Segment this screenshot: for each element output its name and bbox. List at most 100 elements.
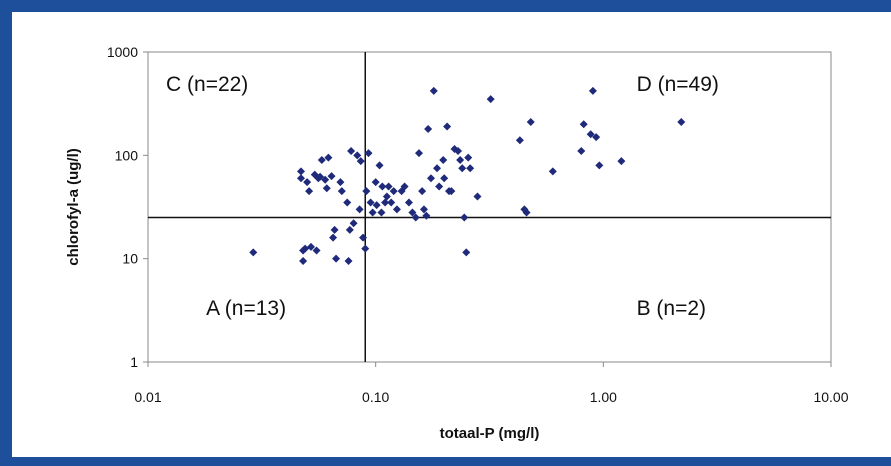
data-point <box>382 192 391 201</box>
data-point <box>381 198 390 207</box>
quadrant-labels: C (n=22) D (n=49) A (n=13) B (n=2) <box>166 73 719 320</box>
data-point <box>617 157 626 166</box>
quadrant-label-B: B (n=2) <box>637 297 706 320</box>
data-point <box>464 153 473 162</box>
data-point <box>389 187 398 196</box>
data-point <box>447 187 456 196</box>
data-point <box>426 174 435 183</box>
data-point <box>375 161 384 170</box>
data-point <box>586 130 595 139</box>
data-point <box>307 242 316 251</box>
data-point <box>305 187 314 196</box>
data-point <box>387 198 396 207</box>
data-point <box>454 147 463 156</box>
y-axis-title: chlorofyl-a (ug/l) <box>65 148 82 266</box>
data-point <box>577 147 586 156</box>
quadrant-label-D: D (n=49) <box>637 73 719 96</box>
data-point <box>301 244 310 253</box>
data-point <box>458 164 467 173</box>
y-tick-label: 1 <box>130 354 138 370</box>
data-point <box>429 86 438 95</box>
data-point <box>522 208 531 217</box>
data-point <box>592 133 601 142</box>
data-point <box>439 156 448 165</box>
y-tick-label: 100 <box>115 147 139 163</box>
data-point <box>460 213 469 222</box>
data-point <box>418 187 427 196</box>
data-point <box>356 157 365 166</box>
data-point <box>330 225 339 234</box>
data-point <box>462 248 471 257</box>
data-point <box>349 219 358 228</box>
data-point <box>443 122 452 131</box>
data-point <box>303 178 312 187</box>
data-point <box>327 172 336 181</box>
data-point <box>316 172 325 181</box>
data-point <box>440 174 449 183</box>
data-point <box>324 153 333 162</box>
data-point <box>299 256 308 265</box>
data-point <box>456 156 465 165</box>
quadrant-label-C: C (n=22) <box>166 73 248 96</box>
data-point <box>336 178 345 187</box>
data-point <box>422 211 431 220</box>
x-tick-label: 0.01 <box>134 389 161 405</box>
data-point <box>364 149 373 158</box>
data-point <box>473 192 482 201</box>
y-tick-label: 10 <box>122 251 138 267</box>
data-point <box>677 118 686 127</box>
x-axis: 0.01 0.10 1.00 10.00 <box>134 362 849 405</box>
data-point <box>297 174 306 183</box>
data-point <box>345 225 354 234</box>
data-point <box>317 156 326 165</box>
data-point <box>411 213 420 222</box>
data-point <box>361 244 370 253</box>
data-point <box>424 124 433 133</box>
data-point <box>515 136 524 145</box>
data-point <box>392 205 401 214</box>
quadrant-label-A: A (n=13) <box>206 297 286 320</box>
data-point <box>526 118 535 127</box>
data-point <box>322 184 331 193</box>
data-point <box>384 182 393 191</box>
data-point <box>337 187 346 196</box>
data-point <box>486 95 495 104</box>
data-point <box>588 86 597 95</box>
data-point <box>400 182 409 191</box>
x-tick-label: 0.10 <box>362 389 389 405</box>
y-tick-label: 1000 <box>107 44 138 60</box>
x-tick-label: 10.00 <box>813 389 848 405</box>
threshold-lines <box>148 52 831 362</box>
data-point <box>378 182 387 191</box>
data-point <box>371 178 380 187</box>
data-point <box>466 164 475 173</box>
data-point <box>362 187 371 196</box>
data-point <box>595 161 604 170</box>
data-point <box>329 233 338 242</box>
x-axis-title: totaal-P (mg/l) <box>440 425 540 442</box>
plot-area <box>147 51 832 363</box>
y-axis: 1 10 100 1000 <box>107 44 148 370</box>
data-point <box>408 208 417 217</box>
data-point <box>347 147 356 156</box>
data-point <box>312 246 321 255</box>
data-point <box>579 120 588 129</box>
data-point <box>355 205 364 214</box>
data-point <box>321 175 330 184</box>
data-point <box>353 151 362 160</box>
data-point <box>297 167 306 176</box>
data-point <box>343 198 352 207</box>
data-point <box>419 205 428 214</box>
data-point <box>414 149 423 158</box>
x-tick-label: 1.00 <box>590 389 617 405</box>
data-point <box>377 208 386 217</box>
data-point <box>548 167 557 176</box>
data-point <box>359 233 368 242</box>
data-point <box>344 256 353 265</box>
data-point <box>249 248 258 257</box>
data-point <box>332 254 341 263</box>
data-point <box>433 164 442 173</box>
data-point <box>404 198 413 207</box>
data-points <box>249 86 686 265</box>
